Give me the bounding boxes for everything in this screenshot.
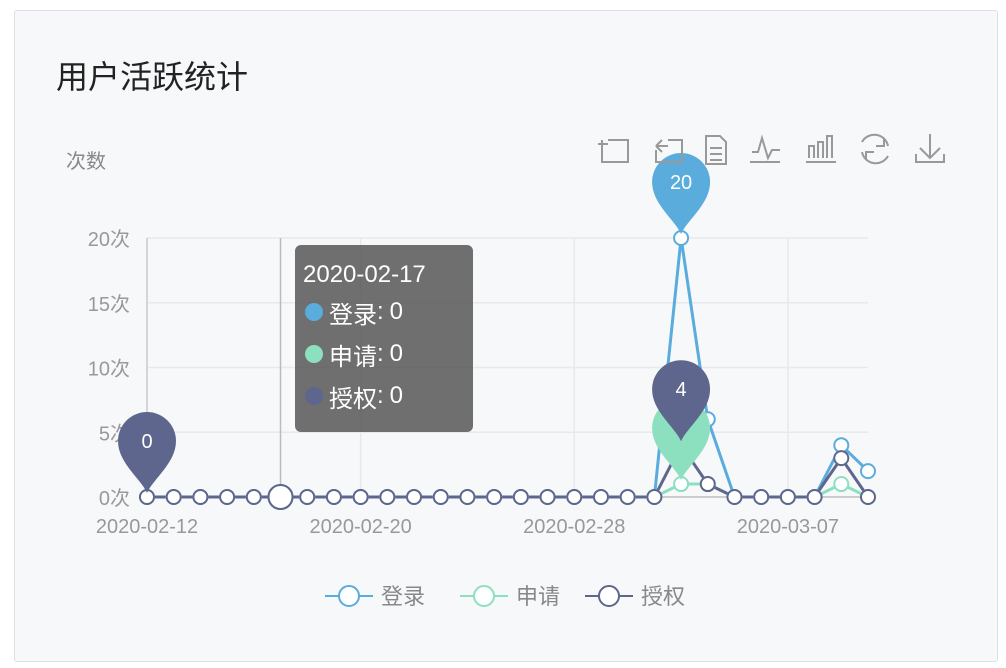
- mark-point-pin: [652, 360, 711, 442]
- data-point: [619, 489, 636, 505]
- data-point: [352, 489, 369, 505]
- data-point: [299, 489, 316, 505]
- y-tick-label: 15次: [88, 293, 130, 316]
- data-point: [325, 489, 342, 505]
- data-point: [459, 489, 476, 505]
- legend-circle-icon: [473, 585, 495, 607]
- restore-icon[interactable]: [861, 133, 889, 165]
- data-point: [245, 489, 262, 505]
- data-point: [539, 489, 556, 505]
- download-icon[interactable]: [915, 134, 945, 163]
- tooltip-value: 0: [389, 340, 404, 367]
- y-tick-label: 10次: [88, 358, 130, 381]
- data-point: [486, 489, 503, 505]
- data-point: [165, 489, 182, 505]
- y-tick-label: 20次: [88, 228, 130, 251]
- apply-dot-icon: [305, 345, 323, 363]
- data-point: [833, 437, 850, 454]
- data-point: [512, 489, 529, 505]
- mark-point-label: 4: [676, 379, 687, 401]
- zoom-reset-icon[interactable]: [655, 139, 683, 163]
- series-line-授权: [147, 442, 870, 499]
- tooltip-row-login: 登录: 0: [303, 291, 473, 333]
- data-point: [726, 489, 743, 505]
- tooltip-row-auth: 授权: 0: [303, 375, 473, 417]
- legend-item-label[interactable]: 授权: [641, 584, 685, 609]
- data-point: [566, 489, 583, 505]
- tooltip-value: 0: [389, 298, 404, 325]
- y-axis-label: 次数: [66, 150, 106, 173]
- data-point: [753, 489, 770, 505]
- mark-point-pin: [652, 153, 711, 234]
- tooltip-name: 登录: [329, 301, 377, 329]
- auth-dot-icon: [305, 387, 323, 405]
- card-title: 用户活跃统计: [56, 59, 249, 95]
- x-tick-label: 2020-02-12: [96, 516, 198, 538]
- bar-chart-icon[interactable]: [806, 135, 836, 163]
- data-point: [646, 489, 663, 505]
- zoom-icon[interactable]: [598, 139, 629, 163]
- tooltip-name: 授权: [329, 385, 377, 413]
- data-point: [699, 476, 716, 493]
- tooltip-date: 2020-02-17: [303, 261, 426, 288]
- data-point: [779, 489, 796, 505]
- data-point: [219, 489, 236, 505]
- y-tick-label: 0次: [99, 487, 130, 510]
- data-point: [833, 450, 850, 467]
- data-view-icon[interactable]: [705, 135, 727, 165]
- data-point: [592, 489, 609, 505]
- line-chart-icon[interactable]: [750, 134, 780, 163]
- data-point: [860, 463, 876, 480]
- tooltip-row-apply: 申请: 0: [303, 333, 473, 375]
- login-dot-icon: [305, 303, 323, 321]
- tooltip: 2020-02-17 登录: 0 申请: 0 授权: 0: [295, 245, 473, 432]
- data-point: [267, 484, 294, 510]
- data-point: [806, 489, 823, 505]
- tooltip-value: 0: [389, 382, 404, 409]
- mark-point-label: 20: [670, 172, 692, 194]
- data-point: [192, 489, 209, 505]
- legend-item-label[interactable]: 登录: [381, 584, 425, 609]
- x-tick-label: 2020-02-28: [523, 516, 625, 538]
- x-tick-label: 2020-03-07: [737, 516, 839, 538]
- chart-card: [14, 10, 998, 662]
- x-tick-label: 2020-02-20: [309, 516, 411, 538]
- legend-circle-icon: [598, 585, 620, 607]
- tooltip-name: 申请: [329, 343, 377, 371]
- legend-circle-icon: [338, 585, 360, 607]
- data-point: [833, 476, 850, 493]
- data-point: [379, 489, 396, 505]
- legend-item-label[interactable]: 申请: [516, 584, 560, 609]
- data-point: [860, 489, 876, 505]
- data-point: [432, 489, 449, 505]
- mark-point-label: 0: [141, 431, 152, 453]
- mark-point-pin: [118, 412, 176, 493]
- data-point: [406, 489, 423, 505]
